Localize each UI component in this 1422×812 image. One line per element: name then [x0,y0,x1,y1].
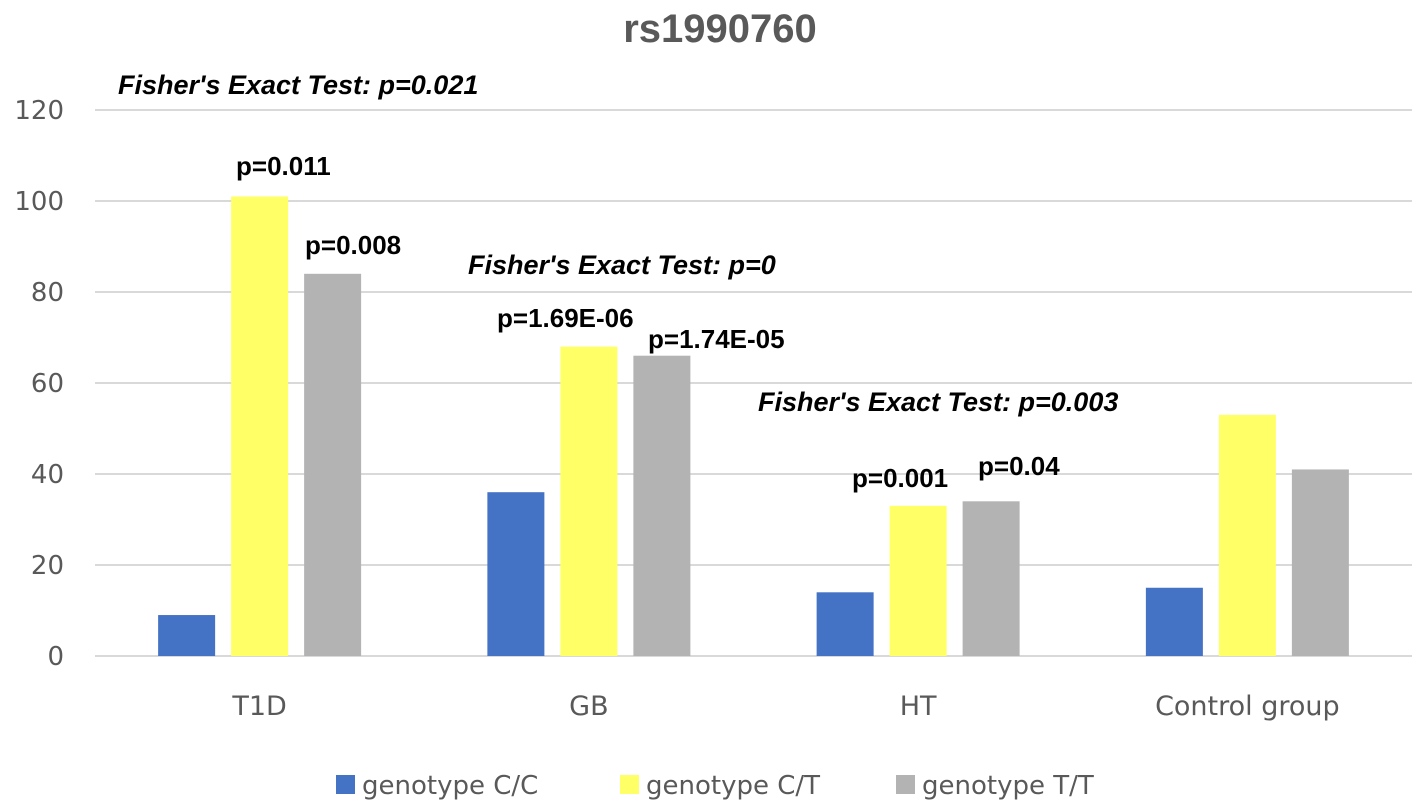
bar-control-group-series-2 [1291,469,1349,656]
bar-t1d-series-2 [304,273,362,656]
pvalue-label-t1d-tt: p=0.008 [305,230,401,260]
y-tick-label: 40 [31,460,64,490]
y-tick-label: 60 [31,369,64,399]
bar-t1d-series-0 [158,615,216,656]
p-value-annotations: p=0.011 p=0.008 p=1.69E-06 p=1.74E-05 p=… [236,151,1060,493]
bars [158,196,1349,656]
gridlines [95,109,1412,657]
legend-label: genotype C/C [362,771,538,801]
y-tick-label: 20 [31,551,64,581]
y-tick-label: 80 [31,278,64,308]
bar-control-group-series-0 [1145,587,1203,656]
pvalue-label-gb-tt: p=1.74E-05 [648,324,785,354]
legend-swatch [896,775,915,794]
legend-swatch [620,775,639,794]
bar-ht-series-1 [889,505,947,656]
y-tick-label: 120 [14,96,64,126]
bar-gb-series-1 [560,346,618,656]
fisher-test-gb: Fisher's Exact Test: p=0 [468,250,776,280]
pvalue-label-t1d-ct: p=0.011 [236,151,331,181]
x-category-label: T1D [231,691,286,722]
bar-control-group-series-1 [1218,414,1276,656]
fisher-test-annotations: Fisher's Exact Test: p=0.021 Fisher's Ex… [118,70,1118,417]
x-axis-labels: T1D GB HT Control group [231,691,1339,722]
x-category-label: HT [900,691,937,722]
bar-t1d-series-1 [231,196,289,656]
chart-title: rs1990760 [623,7,817,51]
bar-gb-series-0 [487,492,545,656]
legend-label: genotype C/T [646,771,820,801]
y-tick-label: 0 [47,642,64,672]
fisher-test-ht: Fisher's Exact Test: p=0.003 [758,387,1118,417]
y-tick-label: 100 [14,187,64,217]
pvalue-label-ht-tt: p=0.04 [978,451,1060,481]
fisher-test-t1d: Fisher's Exact Test: p=0.021 [118,70,478,100]
bar-ht-series-2 [962,501,1020,656]
legend-label: genotype T/T [922,771,1094,801]
pvalue-label-ht-ct: p=0.001 [852,463,948,493]
pvalue-label-gb-ct: p=1.69E-06 [497,303,634,333]
bar-gb-series-2 [633,355,691,656]
legend: genotype C/C genotype C/T genotype T/T [336,771,1094,801]
y-axis-ticks: 0 20 40 60 80 100 120 [14,96,64,672]
bar-ht-series-0 [816,592,874,656]
x-category-label: Control group [1155,691,1340,722]
x-category-label: GB [569,691,608,722]
legend-swatch [336,775,355,794]
